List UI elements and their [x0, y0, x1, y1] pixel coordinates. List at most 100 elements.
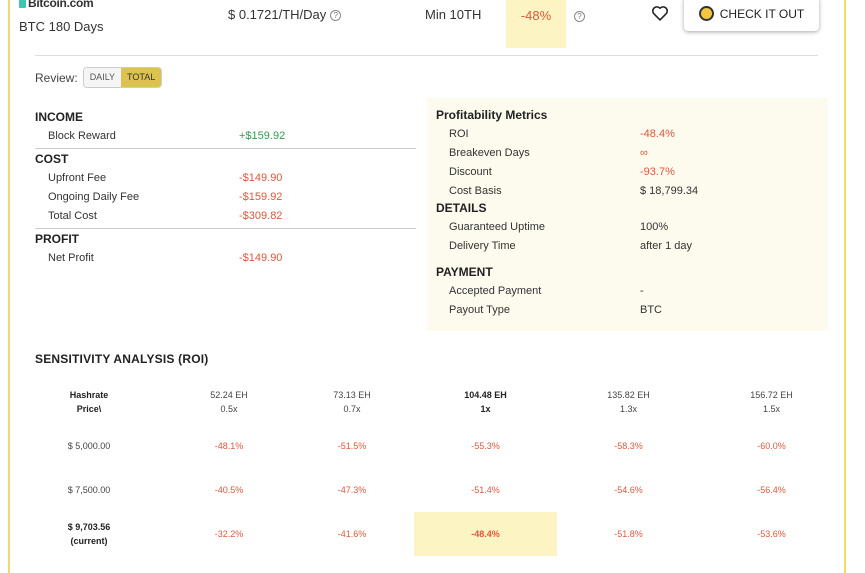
- brand-logo: Bitcoin.com: [19, 0, 94, 10]
- row-value: after 1 day: [640, 240, 692, 252]
- cost-row: Total Cost -$309.82: [35, 207, 416, 226]
- row-value: +$159.92: [239, 130, 286, 142]
- row-value: ∞: [640, 147, 648, 159]
- coin-icon: [698, 6, 714, 21]
- roi-cell: -56.4%: [757, 485, 786, 495]
- column-header-current: 104.48 EH 1x: [414, 380, 557, 424]
- cutoff-cell: [35, 556, 143, 573]
- price-note: (current): [70, 536, 108, 546]
- roi-cell: -41.6%: [337, 529, 367, 539]
- row-value: -$309.82: [239, 210, 283, 222]
- toggle-daily[interactable]: DAILY: [83, 68, 122, 87]
- row-label: Payout Type: [449, 304, 510, 316]
- roi-cell-current: -48.4%: [414, 512, 557, 556]
- income-heading: INCOME: [35, 110, 83, 124]
- detail-row: Guaranteed Uptime 100%: [427, 218, 828, 237]
- roi-cell: -54.6%: [614, 485, 643, 495]
- row-label: Guaranteed Uptime: [449, 221, 545, 233]
- payment-row: Payout Type BTC: [427, 301, 828, 320]
- column-header: 73.13 EH 0.7x: [280, 380, 424, 424]
- column-multiplier: 1.5x: [762, 404, 780, 414]
- sensitivity-title: SENSITIVITY ANALYSIS (ROI): [35, 352, 209, 366]
- row-label: Cost Basis: [449, 185, 502, 197]
- cutoff-cell: [414, 556, 557, 573]
- cost-row: Ongoing Daily Fee -$159.92: [35, 188, 416, 207]
- row-value: -93.7%: [640, 166, 675, 178]
- divider: [35, 148, 416, 149]
- price-value: $ 5,000.00: [67, 441, 111, 451]
- help-icon[interactable]: ?: [574, 11, 585, 22]
- details-heading: DETAILS: [436, 201, 487, 215]
- price-cell: $ 7,500.00: [35, 468, 143, 512]
- roi-cell: -51.4%: [471, 485, 500, 495]
- row-label: ROI: [449, 128, 469, 140]
- row-value: -$159.92: [239, 191, 283, 203]
- table-row-current: $ 9,703.56 (current) -32.2% -41.6% -48.4…: [35, 512, 825, 556]
- corner-line: Price\: [76, 404, 102, 414]
- column-header: 52.24 EH 0.5x: [157, 380, 301, 424]
- roi-cell: -32.2%: [214, 529, 244, 539]
- price-per-th: $ 0.1721/TH/Day?: [228, 7, 342, 22]
- toggle-total[interactable]: TOTAL: [121, 68, 162, 87]
- metric-row: Breakeven Days ∞: [427, 144, 828, 163]
- row-value: -$149.90: [239, 172, 283, 184]
- help-icon[interactable]: ?: [330, 10, 342, 21]
- roi-help[interactable]: ?: [570, 7, 585, 25]
- cost-heading: COST: [35, 152, 69, 166]
- cutoff-cell: [557, 556, 700, 573]
- row-label: Breakeven Days: [449, 147, 530, 159]
- table-row-cutoff: [35, 556, 825, 573]
- metric-row: Discount -93.7%: [427, 163, 828, 182]
- column-multiplier: 0.5x: [220, 404, 238, 414]
- row-value: -$149.90: [239, 252, 283, 264]
- check-it-out-label: CHECK IT OUT: [719, 6, 805, 21]
- check-it-out-button[interactable]: CHECK IT OUT: [684, 0, 819, 31]
- payment-heading: PAYMENT: [436, 265, 493, 279]
- column-hashrate: 104.48 EH: [464, 390, 507, 400]
- row-label: Net Profit: [48, 252, 94, 264]
- column-hashrate: 52.24 EH: [210, 390, 248, 400]
- roi-cell: -53.6%: [757, 529, 786, 539]
- row-label: Ongoing Daily Fee: [48, 191, 140, 203]
- metrics-heading: Profitability Metrics: [436, 108, 548, 122]
- column-multiplier: 0.7x: [343, 404, 361, 414]
- row-value: -: [640, 285, 644, 297]
- divider: [35, 55, 818, 56]
- roi-cell: -51.8%: [614, 529, 643, 539]
- favorite-heart-icon[interactable]: [651, 5, 669, 26]
- cutoff-cell: [700, 556, 843, 573]
- roi-cell: -51.5%: [337, 441, 367, 451]
- profit-row: Net Profit -$149.90: [35, 249, 416, 268]
- cutoff-cell: [280, 556, 424, 573]
- row-value: -48.4%: [640, 128, 675, 140]
- plan-name: BTC 180 Days: [19, 19, 104, 34]
- bitcoin-logo-icon: [19, 0, 26, 8]
- profit-heading: PROFIT: [35, 232, 79, 246]
- table-header-row: Hashrate Price\ 52.24 EH 0.5x 73.13 EH 0…: [35, 380, 825, 424]
- row-label: Delivery Time: [449, 240, 516, 252]
- detail-row: Delivery Time after 1 day: [427, 237, 828, 256]
- corner-header: Hashrate Price\: [35, 380, 143, 424]
- metric-row: ROI -48.4%: [427, 125, 828, 144]
- payment-row: Accepted Payment -: [427, 282, 828, 301]
- row-label: Total Cost: [48, 210, 97, 222]
- row-label: Block Reward: [48, 130, 116, 142]
- brand-name: Bitcoin.com: [28, 0, 94, 10]
- review-label: Review:: [35, 70, 78, 85]
- price-cell: $ 5,000.00: [35, 424, 143, 468]
- row-label: Discount: [449, 166, 492, 178]
- price-cell: $ 9,703.56 (current): [35, 512, 143, 556]
- divider: [35, 228, 416, 229]
- column-multiplier: 1x: [480, 404, 491, 414]
- row-value: $ 18,799.34: [640, 185, 699, 197]
- row-label: Upfront Fee: [48, 172, 107, 184]
- roi-cell: -60.0%: [757, 441, 786, 451]
- column-hashrate: 73.13 EH: [333, 390, 371, 400]
- sensitivity-table: Hashrate Price\ 52.24 EH 0.5x 73.13 EH 0…: [35, 380, 825, 573]
- price-value: $ 0.1721/TH/Day: [228, 7, 327, 22]
- cost-row: Upfront Fee -$149.90: [35, 169, 416, 188]
- review-toggle: DAILY TOTAL: [82, 67, 163, 88]
- row-value: BTC: [640, 304, 662, 316]
- roi-cell: -40.5%: [214, 485, 244, 495]
- income-row: Block Reward +$159.92: [35, 127, 416, 146]
